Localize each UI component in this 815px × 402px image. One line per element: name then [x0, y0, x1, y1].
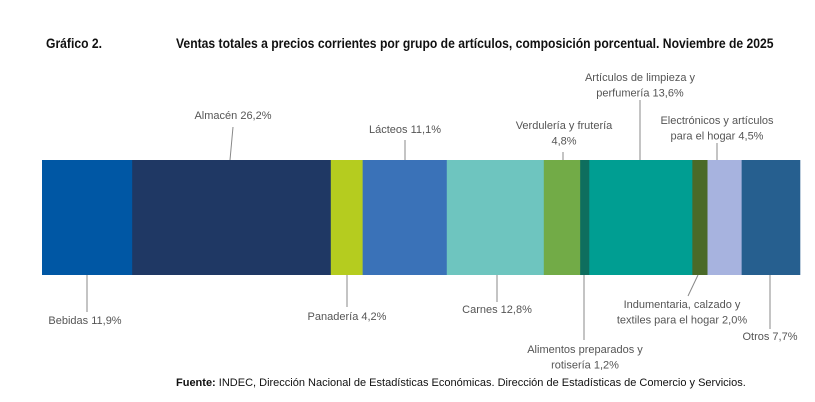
data-label-3: Lácteos 11,1% [369, 124, 441, 136]
bar-segment-1 [132, 160, 332, 275]
bar-segment-5 [543, 160, 581, 275]
data-label-9-line-0: Electrónicos y artículos [660, 115, 774, 127]
source-label: Fuente: [176, 377, 216, 389]
bar-segment-4 [446, 160, 545, 275]
figure-number: Gráfico 2. [46, 36, 103, 51]
data-label-1: Almacén 26,2% [194, 110, 271, 122]
data-label-6-line-1: rotisería 1,2% [551, 360, 619, 372]
data-label-4: Carnes 12,8% [462, 304, 532, 316]
source-text: INDEC, Dirección Nacional de Estadística… [215, 377, 746, 389]
source-note: Fuente: INDEC, Dirección Nacional de Est… [176, 377, 746, 389]
data-label-8-line-1: textiles para el hogar 2,0% [617, 315, 747, 327]
bar-segment-3 [362, 160, 448, 275]
data-label-7-line-1: perfumería 13,6% [596, 88, 684, 100]
data-label-5-line-1: 4,8% [551, 136, 576, 148]
leader-line-8 [687, 274, 699, 297]
chart-title: Ventas totales a precios corrientes por … [176, 36, 774, 51]
data-label-6-line-0: Alimentos preparados y [527, 344, 643, 356]
bar-segment-6 [580, 160, 590, 275]
bar-segment-8 [692, 160, 708, 275]
data-label-5-line-0: Verdulería y frutería [516, 120, 613, 132]
bar-segment-0 [42, 160, 133, 275]
data-label-10: Otros 7,7% [742, 331, 797, 343]
data-label-2: Panadería 4,2% [308, 311, 387, 323]
data-label-7-line-0: Artículos de limpieza y [585, 72, 696, 84]
data-label-9-line-1: para el hogar 4,5% [671, 131, 764, 143]
leader-line-1 [229, 126, 234, 161]
bar-segment-10 [741, 160, 801, 275]
bar-segment-7 [589, 160, 693, 275]
data-label-0: Bebidas 11,9% [48, 315, 121, 327]
data-label-8-line-0: Indumentaria, calzado y [624, 299, 741, 311]
bar-segment-2 [330, 160, 363, 275]
bar-segment-9 [707, 160, 742, 275]
